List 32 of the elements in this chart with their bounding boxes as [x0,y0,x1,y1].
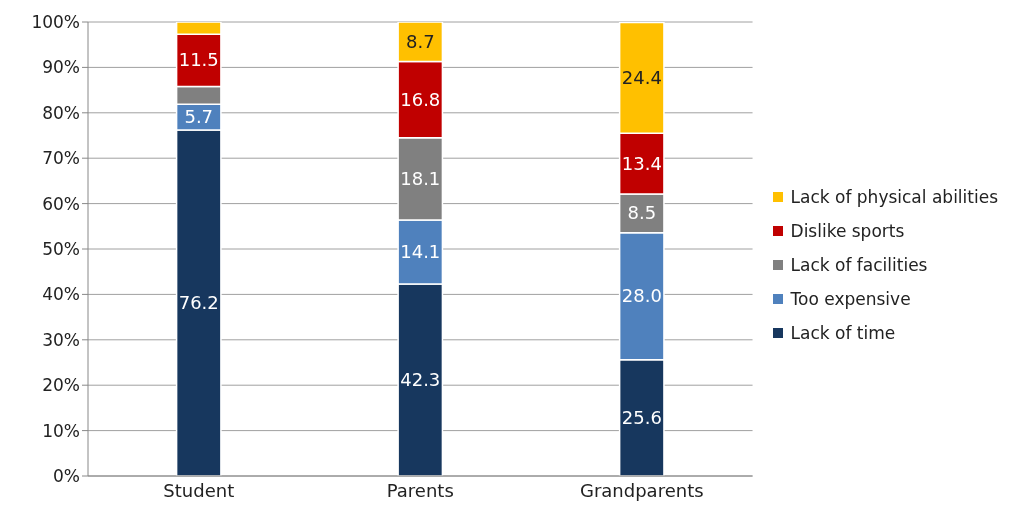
x-tick-label: Parents [386,479,454,501]
data-label: 76.2 [178,292,219,314]
data-label: 5.7 [184,106,214,128]
y-tick-label: 10% [42,420,80,441]
data-label: 11.5 [178,49,219,71]
data-label: 24.4 [621,66,662,88]
y-tick-label: 40% [42,284,80,305]
y-tick-label: 70% [42,148,80,169]
legend-label: Lack of physical abilities [790,187,998,207]
data-label: 25.6 [621,406,662,428]
y-tick-label: 30% [42,329,80,350]
data-label: 16.8 [400,88,441,110]
legend-label: Dislike sports [790,221,905,241]
y-tick-label: 60% [42,193,80,214]
y-tick-label: 100% [31,12,80,33]
x-tick-label: Grandparents [579,479,704,501]
legend-label: Lack of facilities [790,255,928,275]
legend-label: Lack of time [790,323,896,343]
data-label: 8.5 [627,202,657,224]
data-label: 8.7 [405,30,435,52]
data-label: 13.4 [621,152,662,174]
legend-label: Too expensive [790,289,911,309]
x-tick-label: Student [163,479,235,501]
data-label: 18.1 [400,167,441,189]
y-tick-label: 80% [42,102,80,123]
data-label: 14.1 [400,240,441,262]
data-label: 28.0 [621,285,662,307]
y-tick-label: 20% [42,375,80,396]
y-tick-label: 50% [42,239,80,260]
y-tick-label: 0% [53,466,80,487]
data-label: 42.3 [400,368,441,390]
y-tick-label: 90% [42,57,80,78]
